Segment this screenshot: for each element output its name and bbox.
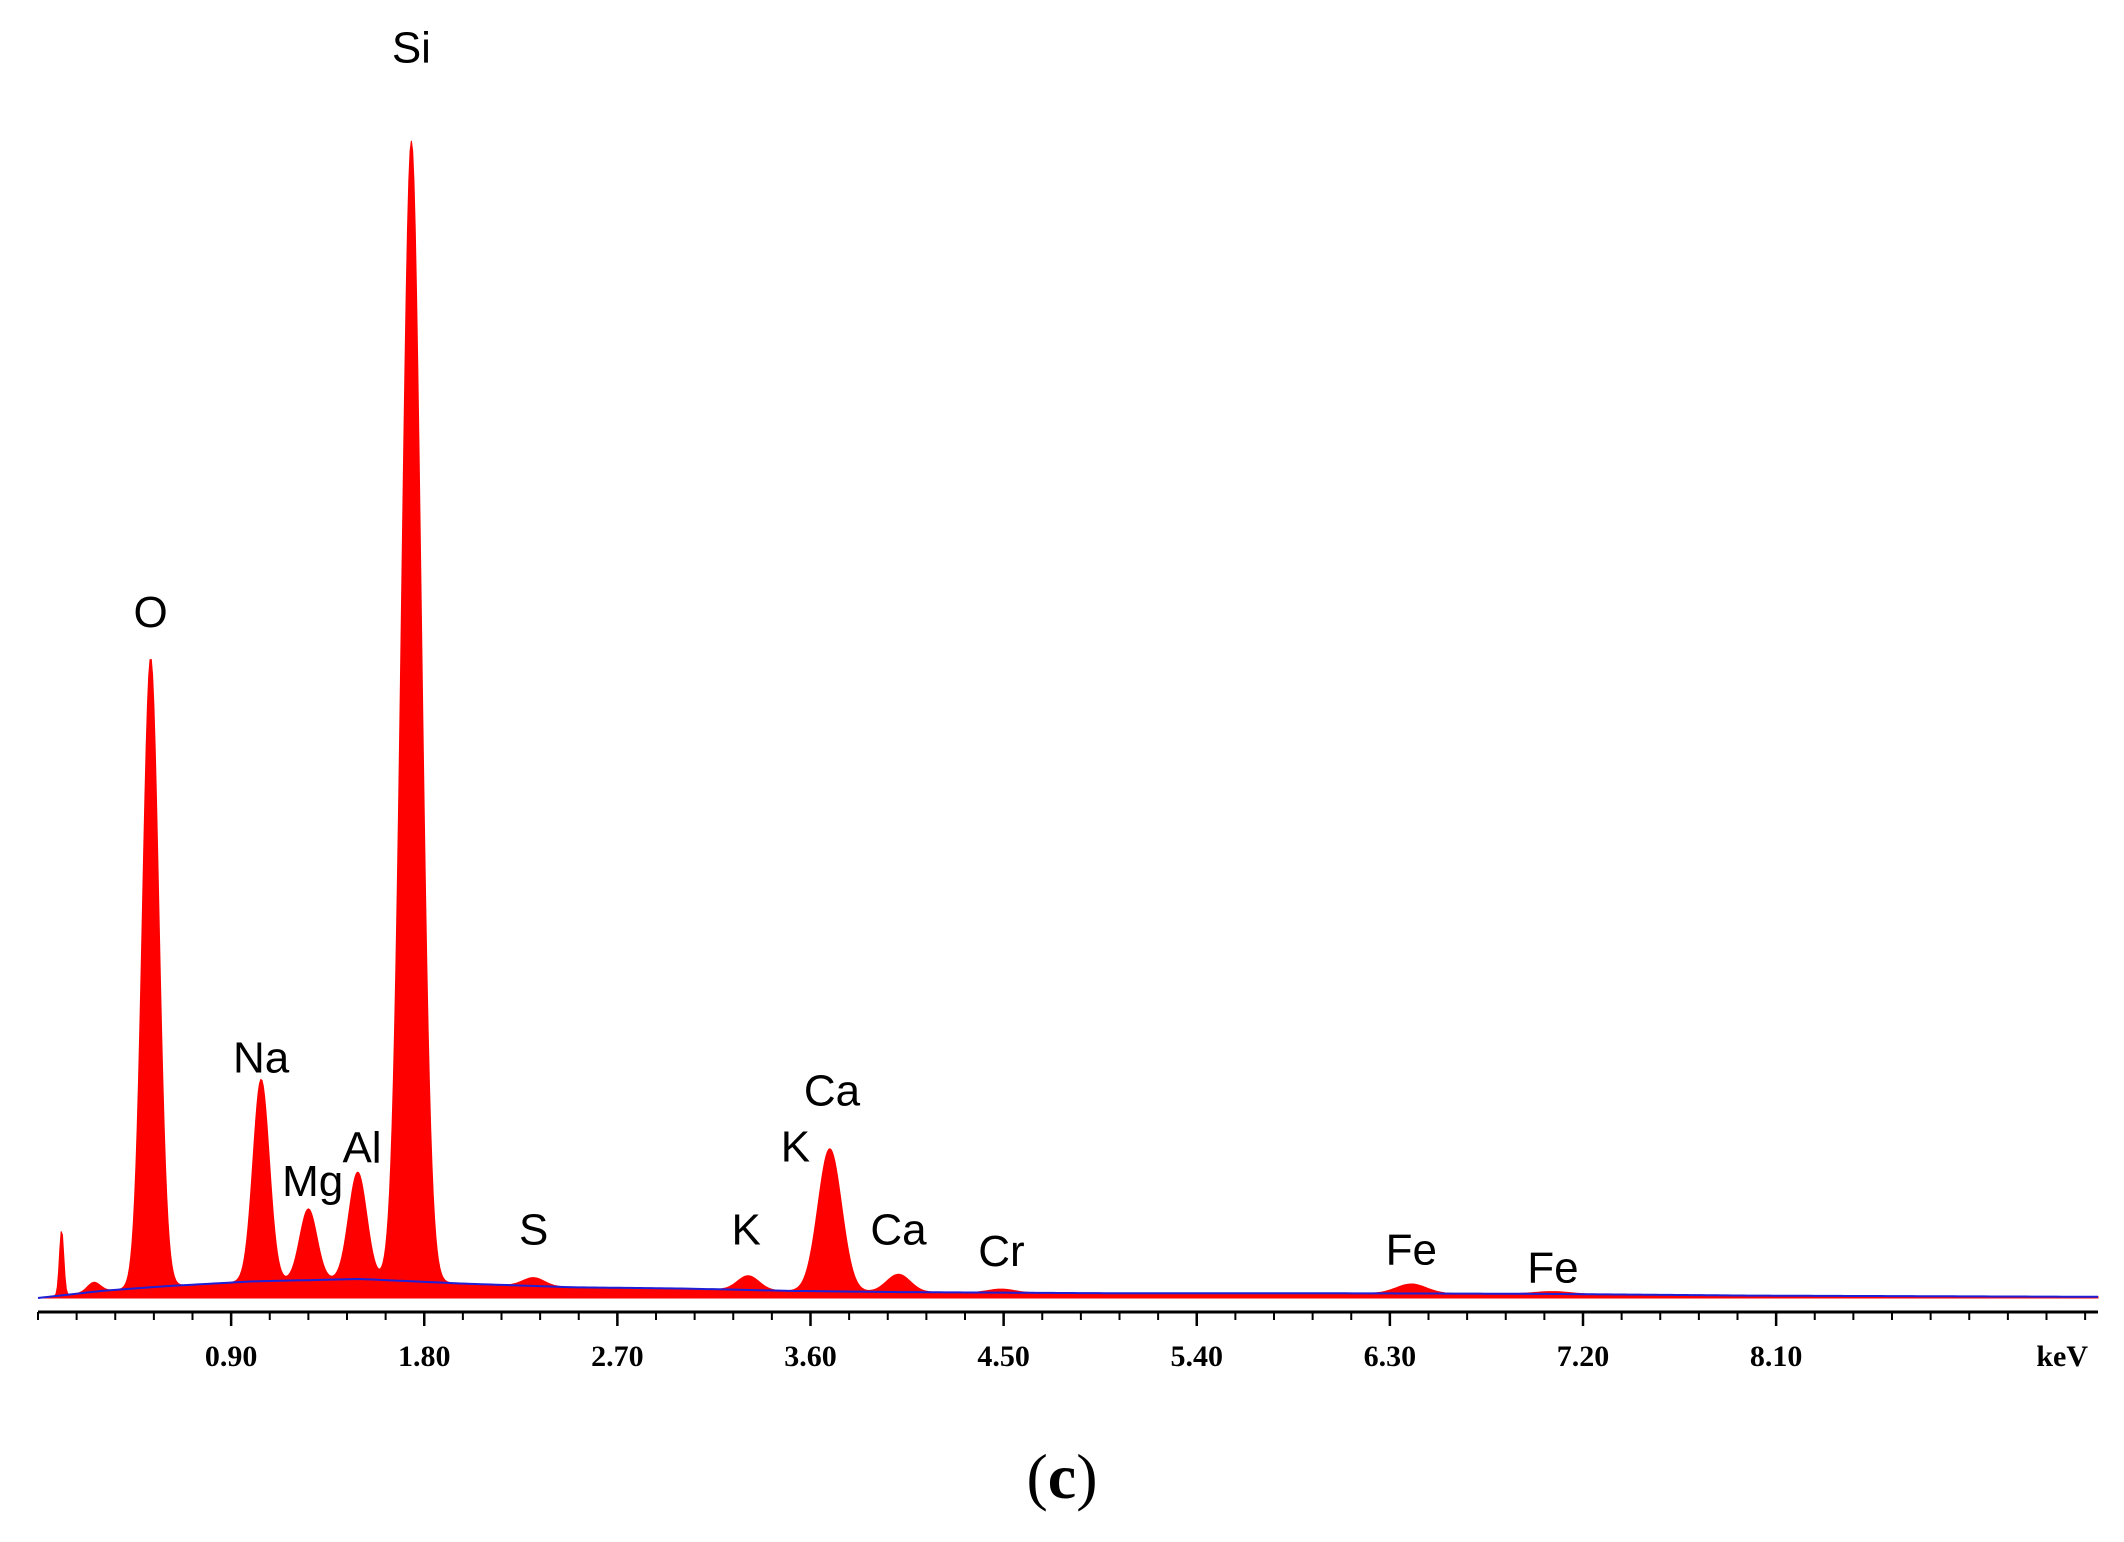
x-tick-label: 0.90 (205, 1340, 258, 1373)
peak-label-k: K (781, 1122, 810, 1171)
x-tick-label: 5.40 (1171, 1340, 1224, 1373)
peak-label-na: Na (233, 1033, 290, 1082)
peak-label-k: K (731, 1206, 760, 1255)
peak-label-si: Si (392, 23, 431, 72)
background-series (37, 1278, 2099, 1299)
x-axis: 0.90 1.80 2.70 3.60 4.50 5.40 6.30 7.20 8.10 keV (37, 1310, 2098, 1373)
peak-label-s: S (519, 1206, 548, 1255)
peak-label-ca: Ca (870, 1206, 927, 1255)
peak-label-ca: Ca (804, 1067, 861, 1116)
panel-label-letter: c (1048, 1441, 1076, 1512)
x-tick-label: 3.60 (784, 1340, 837, 1373)
peak-label-mg: Mg (282, 1157, 343, 1206)
peak-label-fe: Fe (1527, 1244, 1578, 1293)
x-axis-unit-label: keV (2036, 1340, 2088, 1373)
peak-label-cr: Cr (978, 1227, 1024, 1276)
peak-label-al: Al (342, 1124, 381, 1173)
peak-label-o: O (134, 588, 168, 637)
panel-label: (c) (1026, 1441, 1097, 1512)
peak-label-fe: Fe (1386, 1226, 1437, 1275)
plot-area (37, 140, 2099, 1299)
x-tick-label: 6.30 (1364, 1340, 1417, 1373)
x-tick-label: 2.70 (591, 1340, 644, 1373)
panel-label-close: ) (1076, 1441, 1097, 1512)
x-tick-label: 1.80 (398, 1340, 451, 1373)
x-tick-label: 8.10 (1750, 1340, 1803, 1373)
x-tick-label: 7.20 (1557, 1340, 1610, 1373)
panel-label-open: ( (1026, 1441, 1047, 1512)
x-tick-label: 4.50 (977, 1340, 1030, 1373)
